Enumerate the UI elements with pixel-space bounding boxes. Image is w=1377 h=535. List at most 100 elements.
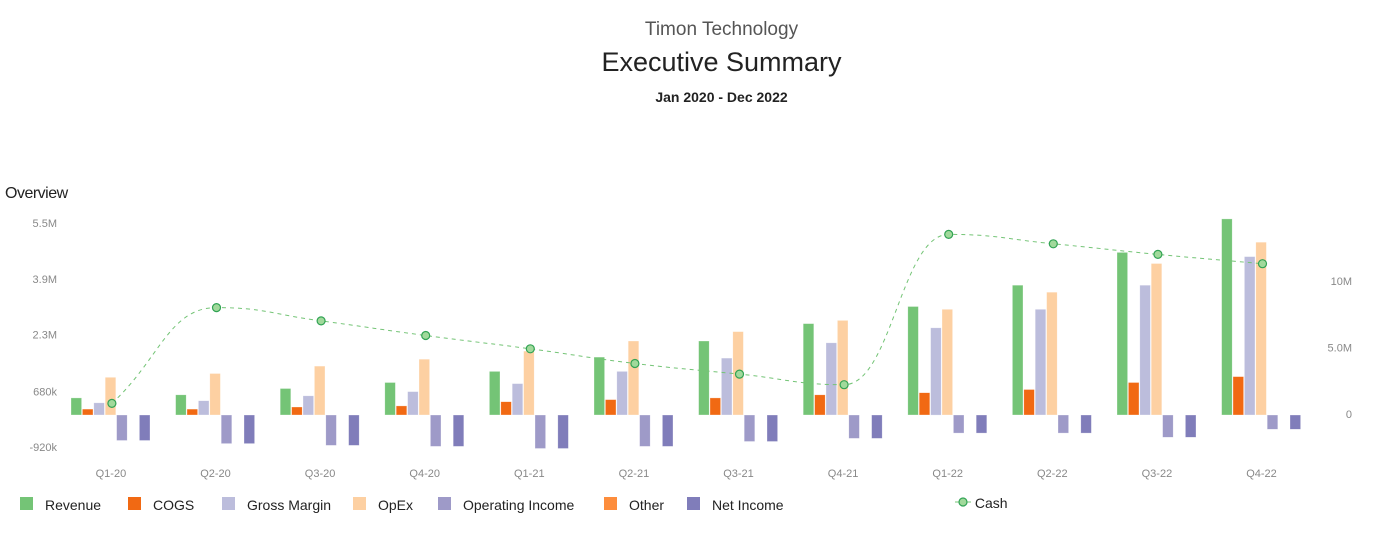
legend-swatch	[128, 497, 141, 510]
bar-gross-margin	[616, 371, 628, 416]
right-axis: 10M 5.0M 0	[1328, 276, 1352, 421]
bar-gross-margin	[1139, 284, 1151, 416]
legend-label: Revenue	[45, 497, 102, 513]
x-tick-label: Q2-22	[1037, 468, 1068, 480]
bar-gross-margin	[825, 342, 837, 416]
bar-cogs	[814, 394, 826, 416]
bar-net-income	[139, 414, 151, 441]
x-tick-label: Q1-20	[96, 468, 127, 480]
legend-swatch	[604, 497, 617, 510]
bar-opex	[1255, 241, 1267, 416]
bar-cogs	[395, 405, 408, 416]
legend-item-revenue[interactable]: Revenue	[20, 497, 101, 517]
cash-point	[944, 229, 954, 239]
bar-revenue	[907, 306, 919, 416]
left-tick-label: 5.5M	[33, 218, 57, 230]
bar-revenue	[593, 356, 605, 416]
cash-point	[734, 369, 745, 379]
bar-net-income	[452, 414, 465, 447]
cash-point	[525, 344, 535, 354]
bar-gross-margin	[1244, 256, 1256, 416]
bar-net-income	[348, 414, 360, 446]
legend-item-gross-margin[interactable]: Gross Margin	[222, 497, 331, 517]
report-period: Jan 2020 - Dec 2022	[655, 89, 788, 105]
right-tick-label: 5.0M	[1328, 343, 1352, 355]
bar-opex	[314, 365, 326, 416]
left-axis: 5.5M 3.9M 2.3M 680k -920k	[29, 218, 57, 454]
x-tick-label: Q1-21	[514, 468, 545, 480]
x-tick-label: Q3-22	[1142, 468, 1173, 480]
bar-cogs	[605, 399, 617, 416]
bar-revenue	[489, 371, 501, 416]
bar-opex	[837, 320, 849, 416]
cash-point	[839, 380, 849, 390]
bar-gross-margin	[198, 400, 210, 416]
x-tick-label: Q2-21	[619, 468, 650, 480]
legend-item-opex[interactable]: OpEx	[353, 497, 413, 517]
bar-revenue	[384, 382, 396, 416]
bar-cogs	[186, 408, 198, 416]
bar-net-income	[1185, 414, 1197, 438]
bar-operating-income	[534, 414, 546, 449]
bar-net-income	[557, 414, 569, 449]
bar-cogs	[1128, 382, 1140, 416]
bar-operating-income	[848, 414, 860, 439]
cash-point	[1048, 239, 1058, 249]
bars-layer	[70, 218, 1301, 449]
x-tick-label: Q4-22	[1246, 468, 1277, 480]
bar-revenue	[1221, 218, 1233, 416]
bar-operating-income	[116, 414, 128, 441]
bar-operating-income	[639, 414, 651, 447]
legend-label: Other	[629, 497, 665, 513]
legend-item-other[interactable]: Other	[604, 497, 664, 517]
bar-gross-margin	[721, 357, 733, 416]
legend-swatch	[438, 497, 451, 510]
bar-opex	[418, 358, 430, 416]
legend-label: Net Income	[712, 497, 784, 513]
bar-cogs	[918, 392, 931, 416]
bar-net-income	[243, 414, 255, 444]
cash-point	[107, 398, 117, 408]
cash-point	[1153, 249, 1163, 259]
bar-opex	[523, 350, 535, 416]
bar-revenue	[175, 394, 187, 416]
cash-point	[316, 316, 326, 326]
legend-swatch	[353, 497, 366, 510]
legend-item-net-income[interactable]: Net Income	[687, 497, 784, 517]
report-title: Executive Summary	[601, 47, 842, 77]
legend-item-cogs[interactable]: COGS	[128, 497, 194, 517]
bar-operating-income	[220, 414, 233, 444]
cash-line	[111, 233, 1263, 404]
bar-operating-income	[325, 414, 337, 446]
bar-net-income	[1080, 414, 1092, 434]
left-tick-label: 3.9M	[33, 274, 57, 286]
bar-gross-margin	[93, 402, 105, 416]
bar-gross-margin	[302, 395, 314, 416]
bar-revenue	[1012, 284, 1024, 416]
bar-opex	[941, 308, 953, 416]
bar-operating-income	[953, 414, 965, 434]
bar-gross-margin	[930, 327, 942, 416]
x-tick-label: Q2-20	[200, 468, 231, 480]
bar-opex	[104, 376, 117, 416]
cash-point	[421, 330, 431, 341]
bar-net-income	[871, 414, 883, 439]
legend-swatch	[687, 497, 700, 510]
x-tick-label: Q4-21	[828, 468, 859, 480]
bar-revenue	[70, 397, 82, 416]
bar-operating-income	[1266, 414, 1279, 430]
left-tick-label: 2.3M	[33, 330, 57, 342]
x-tick-label: Q3-20	[305, 468, 336, 480]
cash-point	[1257, 259, 1268, 269]
bar-cogs	[1232, 376, 1244, 416]
bar-opex	[1046, 291, 1058, 416]
legend-label: Operating Income	[463, 497, 575, 513]
x-tick-label: Q1-22	[932, 468, 963, 480]
cash-point	[211, 303, 222, 313]
legend-item-operating-income[interactable]: Operating Income	[438, 497, 574, 517]
bar-operating-income	[1162, 414, 1174, 438]
legend-item-cash[interactable]: Cash	[955, 495, 1008, 511]
bar-opex	[209, 373, 221, 416]
left-tick-label: 680k	[33, 386, 57, 398]
